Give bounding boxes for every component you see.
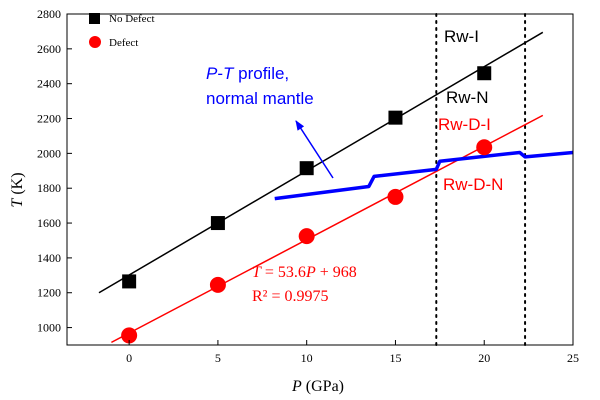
y-tick-label: 2800: [37, 7, 61, 21]
x-axis-title: P (GPa): [291, 378, 344, 395]
y-tick-label: 1200: [37, 286, 61, 300]
profile-annotation: P-T profile, normal mantle: [206, 64, 334, 179]
data-point-defect: [121, 327, 138, 344]
legend: No Defect Defect: [89, 13, 155, 49]
data-point-no-defect: [122, 274, 137, 289]
x-tick-label: 5: [215, 351, 221, 365]
y-tick-label: 2200: [37, 112, 61, 126]
region-label-rw-d-n: Rw-D-N: [443, 175, 503, 194]
y-tick-label: 2400: [37, 77, 61, 91]
region-label-rw-n: Rw-N: [446, 88, 489, 107]
profile-label-line1: P-T profile,: [206, 64, 289, 83]
x-tick-label: 20: [478, 351, 490, 365]
profile-label-line2: normal mantle: [206, 89, 314, 108]
legend-label-defect: Defect: [109, 37, 138, 49]
data-point-no-defect: [388, 110, 403, 125]
legend-marker-defect: [89, 36, 101, 48]
x-tick-label: 25: [567, 351, 579, 365]
data-point-no-defect: [210, 216, 225, 231]
y-axis-title: T (K): [9, 172, 26, 207]
y-tick-label: 2000: [37, 146, 61, 160]
y-tick-label: 1000: [37, 321, 61, 335]
y-tick-label: 1600: [37, 216, 61, 230]
r-squared-text: R² = 0.9975: [252, 288, 329, 305]
y-tick-label: 1400: [37, 251, 61, 265]
x-tick-label: 10: [301, 351, 313, 365]
data-point-defect: [209, 276, 226, 293]
data-point-no-defect: [477, 66, 492, 81]
y-tick-label: 2600: [37, 42, 61, 56]
plot-frame: [66, 13, 574, 346]
x-tick-label: 15: [389, 351, 401, 365]
mantle-profile-line: [274, 150, 574, 201]
data-point-no-defect: [299, 161, 314, 176]
data-point-defect: [298, 228, 315, 245]
data-point-defect: [476, 139, 493, 156]
equation-text: T = 53.6P + 968: [252, 264, 357, 281]
region-label-rw-i: Rw-I: [444, 27, 479, 46]
legend-marker-no-defect: [89, 13, 100, 24]
fit-line: [111, 114, 544, 344]
fit-equation: T = 53.6P + 968 R² = 0.9975: [252, 264, 357, 305]
x-tick-label: 0: [126, 351, 132, 365]
data-point-defect: [387, 188, 404, 205]
y-tick-label: 1800: [37, 181, 61, 195]
fit-line: [98, 31, 544, 294]
legend-label-no-defect: No Defect: [109, 13, 155, 25]
region-label-rw-d-i: Rw-D-I: [438, 115, 491, 134]
profile-arrow: [295, 120, 334, 179]
